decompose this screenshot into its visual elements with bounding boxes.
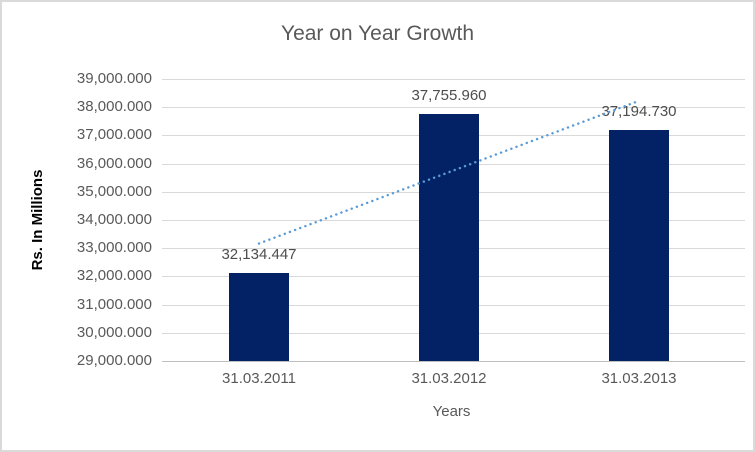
y-tick-label: 34,000.000 [76, 211, 152, 228]
y-tick-label: 32,000.000 [76, 267, 152, 285]
x-axis-line [162, 361, 745, 362]
bar [229, 272, 289, 361]
x-tick-label: 31.03.2012 [411, 370, 487, 387]
bar [419, 114, 479, 361]
y-tick-label: 31,000.000 [76, 295, 152, 313]
y-tick-label: 30,000.000 [76, 323, 152, 341]
bar [609, 129, 669, 361]
bar-data-label: 32,134.447 [221, 245, 297, 263]
y-tick-label: 33,000.000 [76, 239, 152, 257]
y-tick-label: 36,000.000 [76, 154, 152, 172]
x-tick-label: 31.03.2011 [222, 370, 296, 387]
bar-data-label: 37,755.960 [411, 87, 487, 105]
y-tick-label: 37,000.000 [76, 126, 152, 144]
y-tick-label: 39,000.000 [76, 70, 152, 87]
gridline [162, 79, 745, 80]
x-tick-label: 31.03.2013 [601, 370, 677, 387]
y-tick-label: 38,000.000 [76, 98, 152, 116]
y-tick-label: 35,000.000 [76, 182, 152, 200]
bar-data-label: 37,194.730 [601, 102, 677, 120]
chart-title: Year on Year Growth [280, 22, 475, 45]
y-tick-label: 29,000.000 [76, 352, 152, 369]
x-axis-title: Years [432, 403, 471, 420]
